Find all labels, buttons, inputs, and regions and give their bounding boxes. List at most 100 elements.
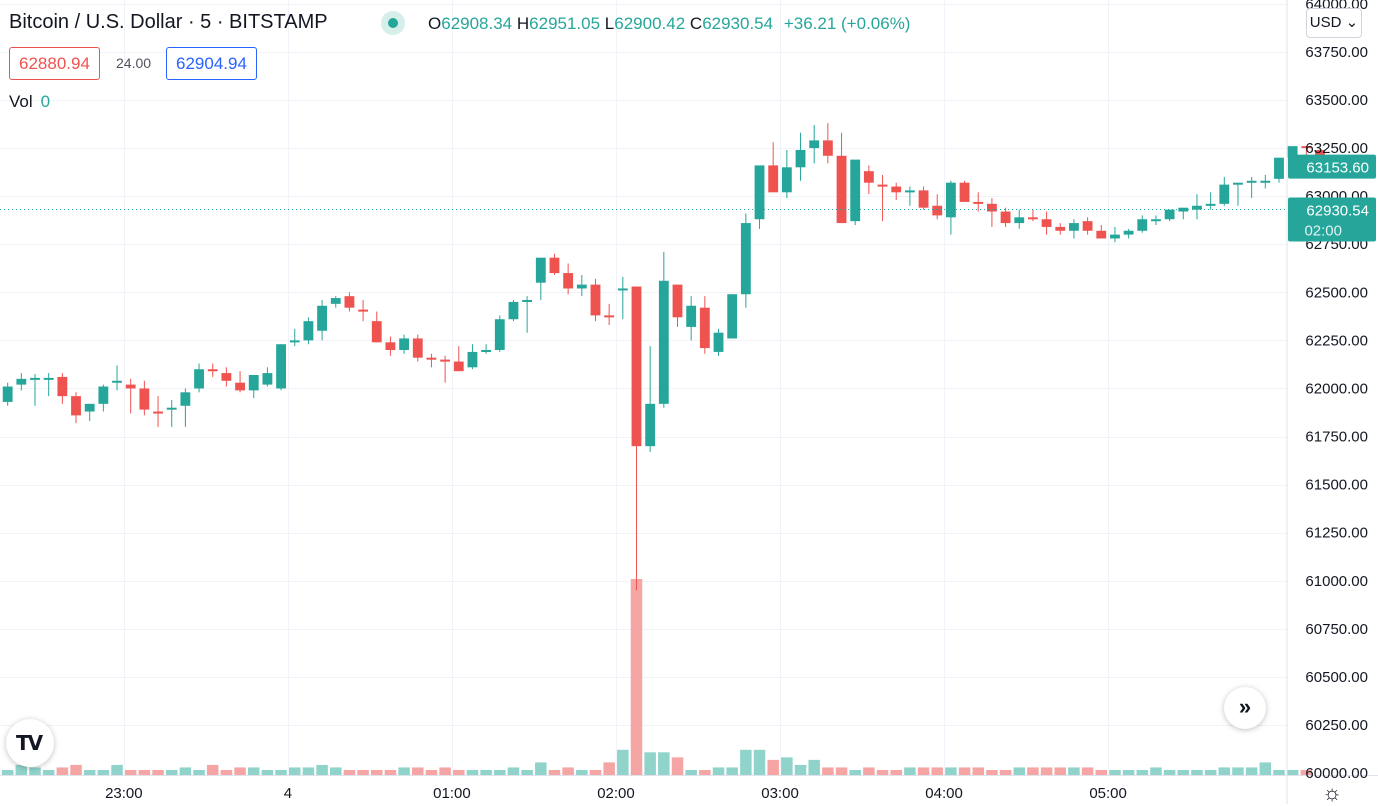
volume-bar xyxy=(808,759,820,775)
price-axis[interactable]: 64000.0063750.0063500.0063250.0063000.00… xyxy=(1305,0,1368,782)
tradingview-logo-icon[interactable]: TV xyxy=(6,719,54,767)
low-label: L xyxy=(604,14,615,33)
volume-bar xyxy=(917,767,930,775)
gear-icon[interactable]: ☼ xyxy=(1322,780,1343,805)
volume-bar xyxy=(753,749,766,775)
candle-body xyxy=(180,392,191,406)
price-tick-label: 60250.00 xyxy=(1305,717,1368,734)
candle-body xyxy=(1205,203,1216,206)
candle-body xyxy=(850,159,861,222)
volume-bar xyxy=(425,769,438,775)
volume-legend[interactable]: Vol 0 xyxy=(9,92,50,112)
price-tick-label: 61750.00 xyxy=(1305,429,1368,446)
spread-value: 24.00 xyxy=(116,55,152,71)
candle-body xyxy=(563,273,574,289)
candle-body xyxy=(522,300,533,302)
volume-bar xyxy=(288,767,301,775)
buy-price-button[interactable]: 62904.94 xyxy=(166,47,257,80)
price-tick-label: 60500.00 xyxy=(1305,669,1368,686)
volume-bar xyxy=(1191,769,1203,775)
candle-body xyxy=(248,375,259,391)
candle-body xyxy=(1219,184,1230,204)
volume-bar xyxy=(521,769,533,775)
candle-body xyxy=(57,376,68,397)
candle-body xyxy=(1260,180,1271,183)
volume-bar xyxy=(1,769,14,775)
volume-bar xyxy=(1081,767,1094,775)
candle-body xyxy=(1027,217,1038,220)
price-tick-label: 63500.00 xyxy=(1305,92,1368,109)
volume-bar xyxy=(1095,769,1108,775)
volume-bar xyxy=(712,767,725,775)
chevron-double-right-icon[interactable]: » xyxy=(1224,687,1266,729)
price-tick-label: 61000.00 xyxy=(1305,573,1368,590)
volume-bar xyxy=(70,764,82,775)
time-axis[interactable]: 23:00 4 01:00 02:00 03:00 04:00 05:00 xyxy=(105,785,1127,802)
candle-body xyxy=(125,384,136,389)
volume-bar xyxy=(179,767,192,775)
candle-body xyxy=(1246,180,1257,183)
candle-body xyxy=(494,319,505,350)
candle-body xyxy=(768,165,779,193)
price-tick-label: 60750.00 xyxy=(1305,621,1368,638)
candle-body xyxy=(453,361,464,372)
candle-body xyxy=(1123,230,1134,235)
candles xyxy=(2,123,1325,591)
candle-body xyxy=(604,315,615,318)
change-value: +36.21 (+0.06%) xyxy=(783,14,911,33)
candle-body xyxy=(207,369,218,372)
candle-body xyxy=(590,284,601,316)
volume-bar xyxy=(972,767,984,775)
volume-label: Vol xyxy=(9,92,33,111)
candle-body xyxy=(699,307,710,349)
open-label: O xyxy=(428,14,442,33)
volume-bar xyxy=(206,764,219,775)
candle-body xyxy=(891,186,902,193)
currency-select[interactable]: USD ⌄ xyxy=(1306,8,1362,38)
volume-bar xyxy=(1068,767,1080,775)
time-tick-label: 4 xyxy=(284,785,292,802)
volume-bar xyxy=(576,769,588,775)
volume-bar xyxy=(1177,769,1190,775)
candle-body xyxy=(166,407,177,410)
volume-bar xyxy=(644,752,656,775)
candle-body xyxy=(481,350,492,352)
price-tick-label: 62250.00 xyxy=(1305,332,1368,349)
candle-body xyxy=(412,338,423,358)
volume-bar xyxy=(42,769,55,775)
last-price-countdown: 02:00 xyxy=(1304,223,1342,240)
candle-body xyxy=(467,351,478,368)
candle-body xyxy=(276,344,286,389)
symbol-title[interactable]: Bitcoin / U.S. Dollar · 5 · BITSTAMP xyxy=(9,11,328,33)
candle-body xyxy=(289,340,300,343)
candle-body xyxy=(330,298,341,304)
volume-bar xyxy=(999,769,1012,775)
candle-body xyxy=(549,257,560,274)
candle-body xyxy=(1082,221,1093,231)
open-value: 62908.34 xyxy=(441,14,513,33)
volume-bar xyxy=(945,767,957,775)
volume-bar xyxy=(439,767,451,775)
volume-bar xyxy=(548,769,561,775)
volume-bar xyxy=(247,767,260,775)
candle-body xyxy=(112,380,122,383)
volume-bar xyxy=(494,769,506,775)
volume-bar xyxy=(740,749,752,775)
volume-bar xyxy=(138,769,151,775)
close-value: 62930.54 xyxy=(702,14,774,33)
candle-body xyxy=(986,203,997,212)
volume-bar xyxy=(56,767,69,775)
volume-bar xyxy=(835,767,848,775)
sell-price-button[interactable]: 62880.94 xyxy=(9,47,100,80)
candle-body xyxy=(1137,219,1148,231)
candle-body xyxy=(918,190,929,208)
candle-body xyxy=(2,386,13,402)
volume-bar xyxy=(1245,767,1258,775)
market-status-icon[interactable] xyxy=(381,11,405,35)
volume-bar xyxy=(986,769,998,775)
low-value: 62900.42 xyxy=(614,14,686,33)
volume-bar xyxy=(630,579,643,775)
volume-bar xyxy=(863,767,875,775)
volume-bar xyxy=(1040,767,1053,775)
